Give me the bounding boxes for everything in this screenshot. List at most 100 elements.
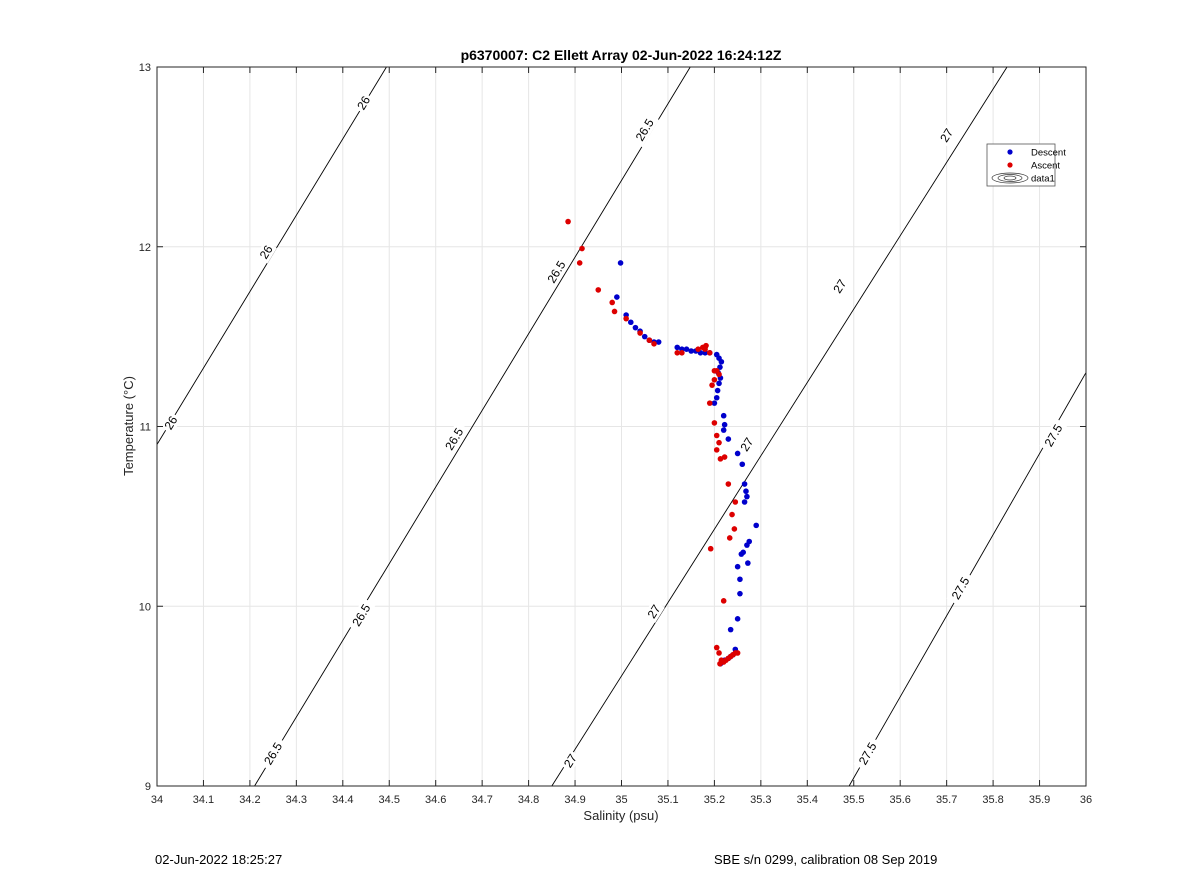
legend-marker-data1 (991, 172, 1029, 184)
x-axis-label: Salinity (psu) (583, 808, 658, 823)
y-tick-label: 13 (139, 62, 151, 74)
point-descent (617, 260, 624, 266)
x-tick-label: 35.6 (889, 794, 910, 806)
point-descent (614, 294, 620, 300)
contour-label-27: 27 (736, 433, 758, 456)
contour-label-26.5: 26.5 (630, 112, 660, 148)
contour-label-bg (258, 736, 288, 771)
grid (156, 66, 1087, 787)
point-ascent (709, 382, 715, 388)
x-tick-label: 34.1 (193, 794, 214, 806)
contour-label-27.5: 27.5 (946, 570, 975, 606)
point-descent (688, 348, 694, 354)
point-ascent (725, 481, 732, 487)
point-descent (721, 421, 728, 428)
point-descent (632, 324, 639, 331)
point-ascent (623, 315, 629, 322)
x-tick-label: 35.5 (843, 794, 864, 806)
x-tick-label: 34 (151, 794, 163, 806)
point-ascent (713, 447, 720, 453)
density-contour-26.5 (254, 66, 691, 787)
legend-marker-descent (1007, 149, 1013, 155)
point-descent (734, 450, 741, 457)
point-descent (717, 364, 723, 370)
point-descent (741, 499, 748, 505)
point-ascent (716, 439, 722, 446)
contour-label-bg (559, 749, 582, 773)
point-descent (641, 333, 648, 340)
point-descent (683, 346, 690, 353)
chart-title: p6370007: C2 Ellett Array 02-Jun-2022 16… (461, 47, 782, 63)
point-descent (714, 387, 721, 394)
legend-label-ascent: Ascent (1031, 161, 1060, 172)
point-ascent (706, 350, 713, 356)
point-ascent (729, 511, 735, 518)
x-tick-label: 35.3 (750, 794, 771, 806)
contour-label-text: 27 (737, 435, 756, 454)
point-ascent (717, 660, 723, 667)
point-descent (744, 493, 750, 500)
point-ascent (734, 650, 741, 656)
point-ascent (711, 420, 718, 426)
y-tick-label: 11 (140, 422, 151, 434)
contour-label-bg (853, 736, 882, 772)
x-tick-label: 34.7 (471, 794, 492, 806)
contour-label-26: 26 (353, 91, 375, 115)
contour-label-bg (1039, 418, 1068, 453)
point-descent (741, 481, 748, 487)
x-tick-label: 34.4 (332, 794, 353, 806)
point-ascent (565, 218, 571, 225)
point-ascent (721, 454, 728, 460)
footer-timestamp: 02-Jun-2022 18:25:27 (155, 852, 283, 867)
contour-label-27.5: 27.5 (1039, 418, 1068, 453)
point-ascent (732, 499, 739, 505)
contour-label-text: 26 (161, 413, 180, 432)
point-descent (753, 522, 760, 529)
x-tick-label: 34.6 (425, 794, 446, 806)
point-ascent (717, 456, 724, 462)
contour-label-26.5: 26.5 (347, 597, 376, 633)
point-ascent (637, 330, 643, 336)
point-ascent (595, 287, 602, 293)
x-tick-label: 34.3 (286, 794, 307, 806)
contour-label-text: 26 (257, 243, 276, 262)
point-descent (734, 563, 741, 570)
point-ascent (579, 245, 585, 252)
contour-label-bg (255, 240, 277, 264)
point-ascent (695, 346, 701, 353)
contour-label-bg (440, 421, 469, 457)
point-descent (744, 542, 750, 548)
contour-label-bg (829, 274, 851, 298)
legend-label-data1: data1 (1031, 174, 1055, 185)
point-ascent (713, 432, 720, 439)
point-descent (739, 461, 746, 468)
contour-label-bg (542, 254, 571, 290)
x-tick-label: 35.7 (936, 794, 957, 806)
density-contour-27 (551, 66, 1008, 787)
contour-label-26: 26 (255, 240, 277, 264)
x-tick-label: 35.2 (704, 794, 725, 806)
point-ascent (609, 299, 616, 306)
point-descent (737, 590, 743, 597)
point-descent (725, 436, 732, 442)
contour-label-bg (935, 123, 958, 147)
point-ascent (611, 308, 618, 315)
contour-label-27: 27 (829, 274, 851, 298)
point-ascent (706, 400, 713, 406)
point-descent (720, 412, 727, 419)
point-descent (716, 380, 722, 387)
point-descent (674, 344, 681, 351)
point-descent (720, 427, 727, 433)
point-ascent (731, 526, 738, 532)
contour-label-text: 27 (937, 126, 956, 145)
contour-label-27: 27 (559, 749, 582, 773)
point-descent (737, 576, 743, 583)
point-descent (718, 358, 725, 365)
point-descent (711, 400, 718, 406)
point-ascent (651, 341, 657, 347)
axes: 34 34.1 34.2 34.3 34.4 34.5 34.6 34.7 34.8 34.9 35… (139, 62, 1092, 806)
contour-label-26.5: 26.5 (258, 736, 288, 771)
point-ascent (679, 350, 685, 356)
x-tick-label: 34.9 (564, 794, 585, 806)
